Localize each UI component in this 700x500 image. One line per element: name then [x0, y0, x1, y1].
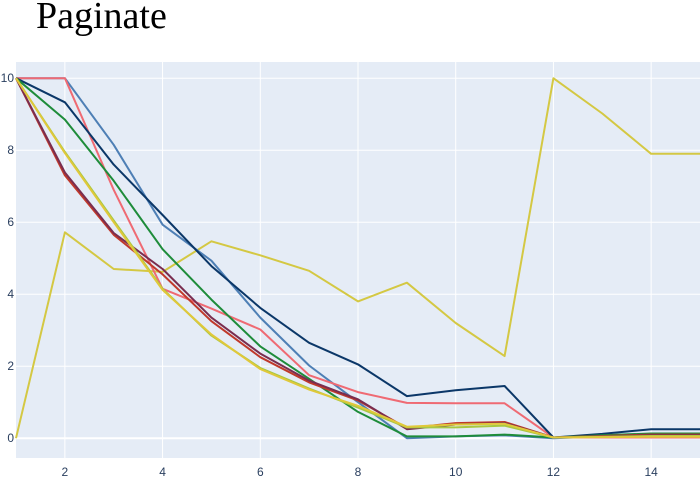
x-tick-label: 12	[547, 465, 561, 479]
series-layer	[15, 77, 700, 440]
y-tick-label: 4	[7, 287, 14, 301]
y-tick-label: 6	[7, 215, 14, 229]
x-axis-ticks: 2 4 6 8 10 12 14	[62, 465, 659, 479]
chart-title: Paginate	[36, 0, 167, 37]
y-axis-ticks: 0 2 4 6 8 10	[1, 71, 15, 445]
series-line-1	[15, 77, 700, 439]
series-line-9	[15, 77, 700, 439]
x-tick-label: 2	[62, 465, 69, 479]
y-tick-label: 0	[7, 431, 14, 445]
x-tick-label: 4	[159, 465, 166, 479]
y-tick-label: 8	[7, 143, 14, 157]
y-tick-label: 2	[7, 359, 14, 373]
x-tick-label: 14	[644, 465, 658, 479]
x-tick-label: 10	[449, 465, 463, 479]
y-tick-label: 10	[1, 71, 15, 85]
x-tick-label: 8	[355, 465, 362, 479]
x-tick-label: 6	[257, 465, 264, 479]
